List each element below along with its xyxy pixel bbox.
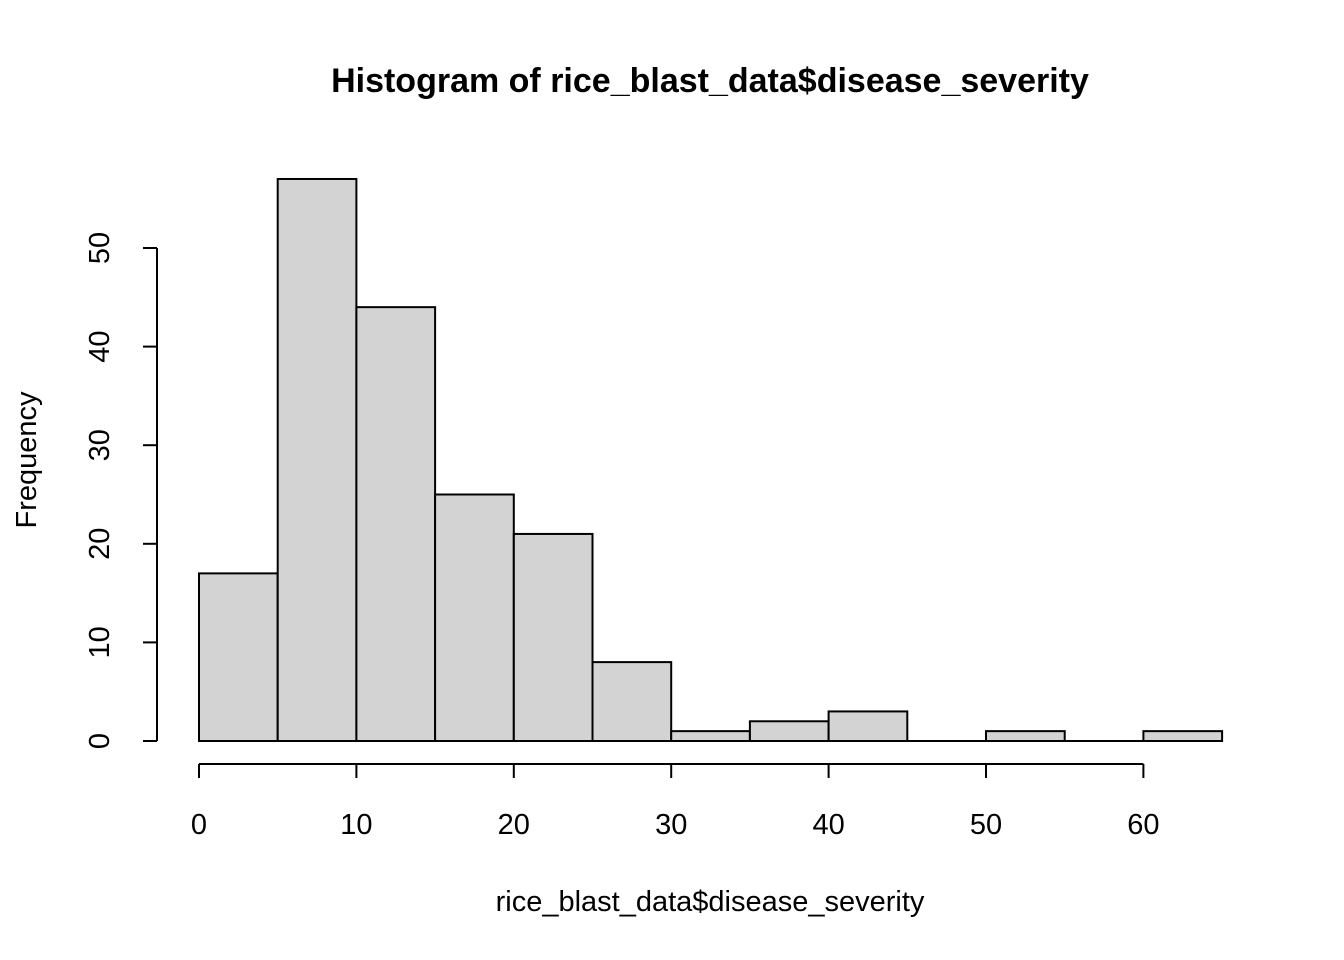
histogram-bar-10: [985, 730, 1066, 743]
histogram-bar-12: [1142, 730, 1224, 743]
x-tick-label-3: 30: [655, 809, 687, 841]
x-tick-label-0: 0: [191, 809, 207, 841]
y-axis-label: Frequency: [11, 391, 43, 529]
histogram-bar-4: [512, 532, 594, 742]
x-tick-label-5: 50: [970, 809, 1002, 841]
y-tick-label-4: 40: [84, 330, 116, 362]
chart-title: Histogram of rice_blast_data$disease_sev…: [331, 62, 1089, 100]
histogram-bar-0: [198, 572, 279, 742]
y-tick-label-2: 20: [84, 528, 116, 560]
histogram-bar-1: [276, 177, 358, 743]
bars-group: [198, 177, 1224, 743]
histogram-bar-8: [827, 710, 909, 742]
histogram-bar-7: [748, 720, 830, 743]
histogram-bar-3: [434, 493, 515, 742]
y-tick-label-3: 30: [84, 429, 116, 461]
x-tick-label-6: 60: [1127, 809, 1159, 841]
x-axis-label: rice_blast_data$disease_severity: [496, 886, 925, 918]
y-tick-label-1: 10: [84, 626, 116, 658]
y-tick-label-0: 0: [84, 733, 116, 749]
x-axis: 0 10 20 30 40 50 60: [191, 763, 1160, 841]
x-tick-label-2: 20: [498, 809, 530, 841]
histogram-bar-2: [355, 306, 437, 742]
x-tick-label-4: 40: [812, 809, 844, 841]
histogram-bar-5: [591, 661, 673, 742]
y-axis: 0 10 20 30 40 50: [84, 232, 158, 749]
x-tick-label-1: 10: [340, 809, 372, 841]
y-tick-label-5: 50: [84, 232, 116, 264]
histogram-bar-6: [670, 730, 751, 743]
